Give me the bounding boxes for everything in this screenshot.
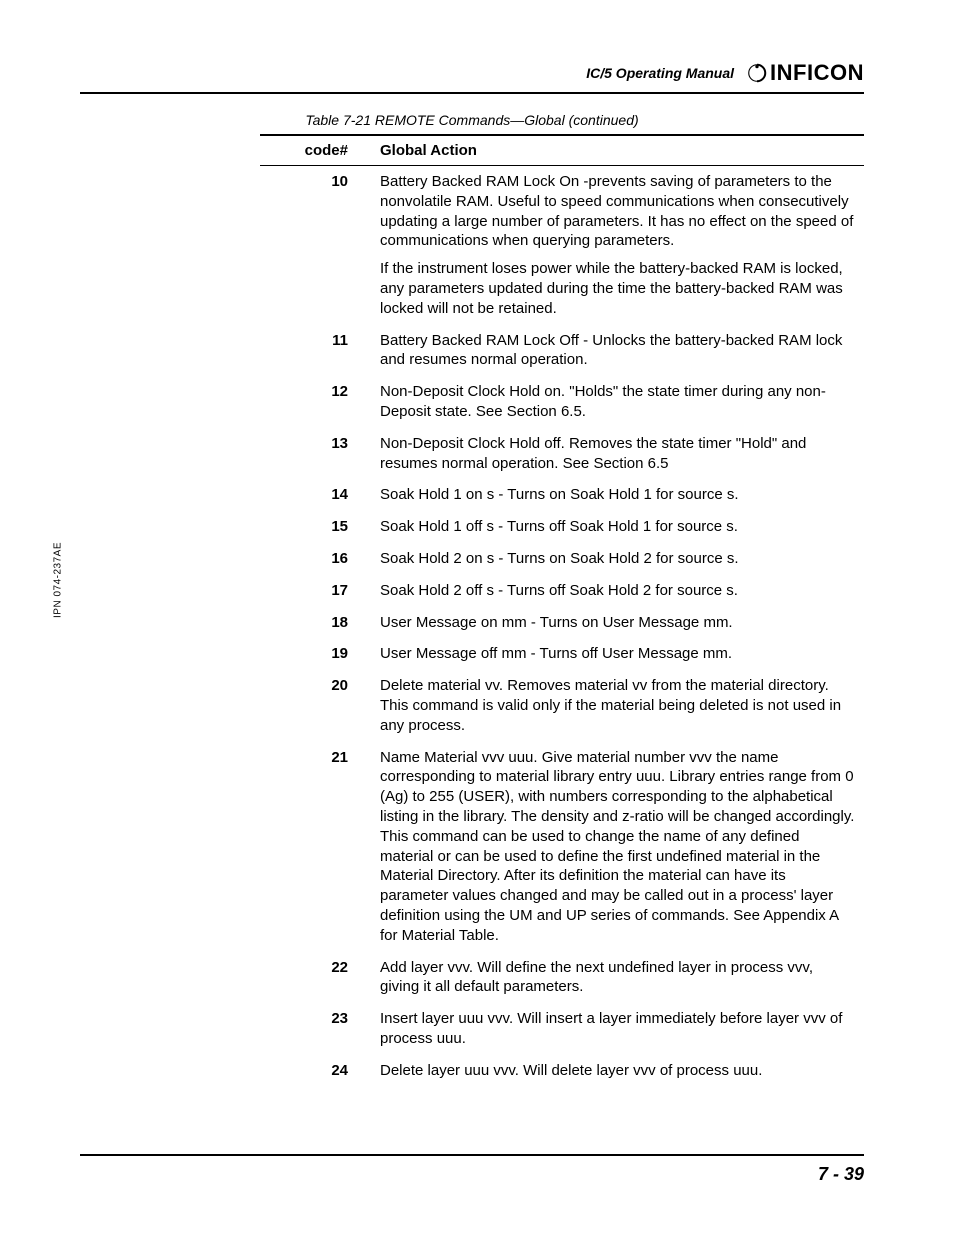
table-row: 21Name Material vvv uuu. Give material n…: [260, 742, 864, 952]
table-row: 19 User Message off mm - Turns off User M…: [260, 638, 864, 670]
code-cell: 19: [260, 638, 372, 670]
page-footer: 7 - 39: [80, 1154, 864, 1185]
table-row: 24 Delete layer uuu vvv. Will delete laye…: [260, 1055, 864, 1087]
action-paragraph: Add layer vvv. Will define the next unde…: [380, 958, 856, 998]
commands-table: code# Global Action 10Battery Backed RAM…: [260, 134, 864, 1086]
table-row: 20Delete material vv. Removes material v…: [260, 670, 864, 741]
action-paragraph: Insert layer uuu vvv. Will insert a laye…: [380, 1009, 856, 1049]
table-row: 23Insert layer uuu vvv. Will insert a la…: [260, 1003, 864, 1055]
action-cell: Non-Deposit Clock Hold off. Removes the …: [372, 428, 864, 480]
code-cell: 18: [260, 607, 372, 639]
action-cell: Soak Hold 1 off s - Turns off Soak Hold …: [372, 511, 864, 543]
action-cell: Non-Deposit Clock Hold on. "Holds" the s…: [372, 376, 864, 428]
action-paragraph: Non-Deposit Clock Hold on. "Holds" the s…: [380, 382, 856, 422]
action-cell: Name Material vvv uuu. Give material num…: [372, 742, 864, 952]
commands-table-wrapper: code# Global Action 10Battery Backed RAM…: [260, 134, 864, 1086]
brand-logo-icon: [746, 62, 768, 84]
action-cell: Delete material vv. Removes material vv …: [372, 670, 864, 741]
table-header-row: code# Global Action: [260, 135, 864, 166]
code-cell: 13: [260, 428, 372, 480]
action-paragraph: Soak Hold 2 on s - Turns on Soak Hold 2 …: [380, 549, 856, 569]
table-row: 12Non-Deposit Clock Hold on. "Holds" the…: [260, 376, 864, 428]
action-paragraph: Battery Backed RAM Lock On -prevents sav…: [380, 172, 856, 251]
action-paragraph: Delete layer uuu vvv. Will delete layer …: [380, 1061, 856, 1081]
action-paragraph: Non-Deposit Clock Hold off. Removes the …: [380, 434, 856, 474]
table-row: 14 Soak Hold 1 on s - Turns on Soak Hold …: [260, 479, 864, 511]
code-cell: 24: [260, 1055, 372, 1087]
brand-logo-text: INFICON: [770, 60, 864, 86]
header-rule: [80, 92, 864, 94]
ipn-side-label: IPN 074-237AE: [53, 542, 64, 618]
action-paragraph: Battery Backed RAM Lock Off - Unlocks th…: [380, 331, 856, 371]
action-paragraph: Delete material vv. Removes material vv …: [380, 676, 856, 735]
code-cell: 15: [260, 511, 372, 543]
table-caption: Table 7-21 REMOTE Commands—Global (conti…: [80, 112, 864, 128]
col-header-code: code#: [260, 135, 372, 166]
code-cell: 14: [260, 479, 372, 511]
code-cell: 23: [260, 1003, 372, 1055]
col-header-action: Global Action: [372, 135, 864, 166]
code-cell: 20: [260, 670, 372, 741]
action-cell: Delete layer uuu vvv. Will delete layer …: [372, 1055, 864, 1087]
table-row: 18 User Message on mm - Turns on User Mes…: [260, 607, 864, 639]
action-paragraph: User Message on mm - Turns on User Messa…: [380, 613, 856, 633]
action-paragraph: Soak Hold 1 off s - Turns off Soak Hold …: [380, 517, 856, 537]
footer-rule: [80, 1154, 864, 1156]
code-cell: 11: [260, 325, 372, 377]
code-cell: 10: [260, 166, 372, 325]
action-cell: Insert layer uuu vvv. Will insert a laye…: [372, 1003, 864, 1055]
code-cell: 17: [260, 575, 372, 607]
table-row: 15 Soak Hold 1 off s - Turns off Soak Hol…: [260, 511, 864, 543]
action-cell: Add layer vvv. Will define the next unde…: [372, 952, 864, 1004]
action-paragraph: User Message off mm - Turns off User Mes…: [380, 644, 856, 664]
manual-title: IC/5 Operating Manual: [586, 65, 734, 81]
code-cell: 16: [260, 543, 372, 575]
action-paragraph: Soak Hold 1 on s - Turns on Soak Hold 1 …: [380, 485, 856, 505]
action-cell: Battery Backed RAM Lock Off - Unlocks th…: [372, 325, 864, 377]
table-row: 11Battery Backed RAM Lock Off - Unlocks …: [260, 325, 864, 377]
action-cell: Soak Hold 2 off s - Turns off Soak Hold …: [372, 575, 864, 607]
table-row: 22Add layer vvv. Will define the next un…: [260, 952, 864, 1004]
brand-logo: INFICON: [746, 60, 864, 86]
action-cell: User Message off mm - Turns off User Mes…: [372, 638, 864, 670]
action-paragraph: If the instrument loses power while the …: [380, 259, 856, 318]
action-paragraph: Soak Hold 2 off s - Turns off Soak Hold …: [380, 581, 856, 601]
table-row: 16 Soak Hold 2 on s - Turns on Soak Hold …: [260, 543, 864, 575]
page-number: 7 - 39: [80, 1164, 864, 1185]
action-cell: User Message on mm - Turns on User Messa…: [372, 607, 864, 639]
action-cell: Soak Hold 1 on s - Turns on Soak Hold 1 …: [372, 479, 864, 511]
action-cell: Battery Backed RAM Lock On -prevents sav…: [372, 166, 864, 325]
page-header: IC/5 Operating Manual INFICON: [80, 60, 864, 86]
table-row: 17 Soak Hold 2 off s - Turns off Soak Hol…: [260, 575, 864, 607]
action-paragraph: Name Material vvv uuu. Give material num…: [380, 748, 856, 946]
table-row: 10Battery Backed RAM Lock On -prevents s…: [260, 166, 864, 325]
code-cell: 21: [260, 742, 372, 952]
table-row: 13Non-Deposit Clock Hold off. Removes th…: [260, 428, 864, 480]
page: IC/5 Operating Manual INFICON Table 7-21…: [0, 0, 954, 1235]
action-cell: Soak Hold 2 on s - Turns on Soak Hold 2 …: [372, 543, 864, 575]
code-cell: 22: [260, 952, 372, 1004]
code-cell: 12: [260, 376, 372, 428]
